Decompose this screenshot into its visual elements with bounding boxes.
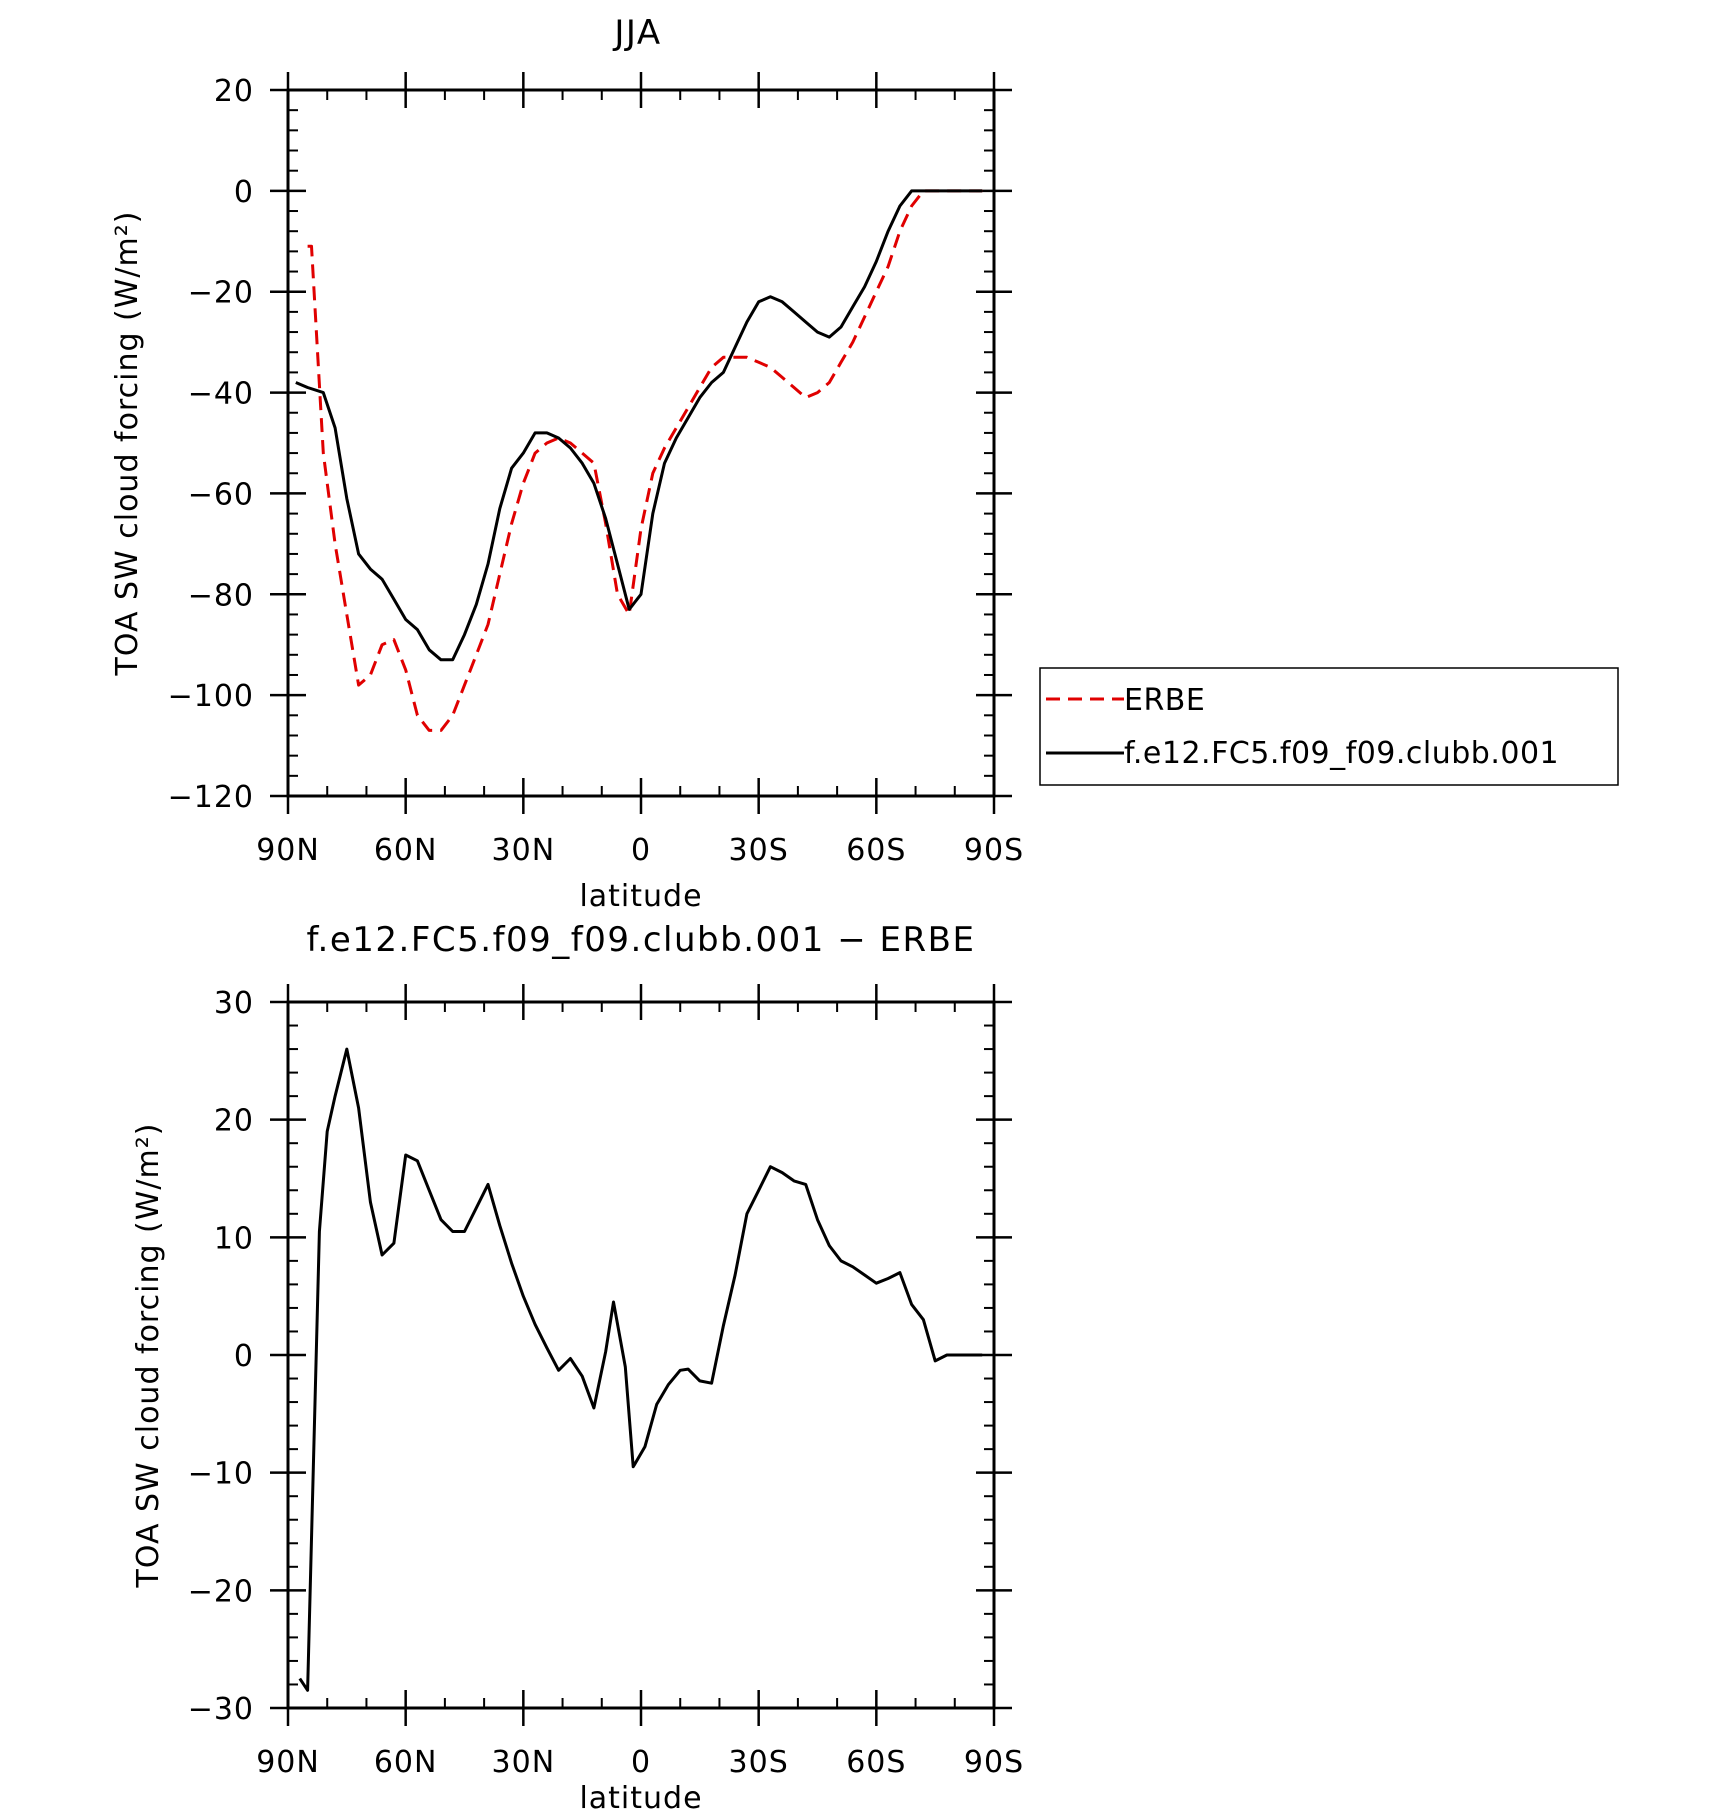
chart-panel-difference: f.e12.FC5.f09_f09.clubb.001 − ERBE 30 20 1… <box>131 920 1024 1811</box>
y-tick-label: −20 <box>188 1574 254 1609</box>
legend-label-erbe: ERBE <box>1124 683 1205 718</box>
x-tick-label: 0 <box>631 1745 651 1780</box>
y-tick-label: −40 <box>188 377 254 412</box>
y-tick-label: −10 <box>188 1457 254 1492</box>
legend-box <box>1039 667 1619 786</box>
x-tick-label: 60N <box>374 833 438 868</box>
y-tick-label: 0 <box>234 1339 254 1374</box>
y-tick-label: 20 <box>214 74 254 109</box>
y-axis-label: TOA SW cloud forcing (W/m²) <box>110 211 145 677</box>
y-tick-label: −120 <box>168 780 254 815</box>
series-line-erbe <box>307 189 983 732</box>
series-lines <box>295 189 983 732</box>
y-tick-label: 10 <box>214 1221 254 1256</box>
y-tick-label: 0 <box>234 175 254 210</box>
x-tick-label: 30S <box>729 1745 789 1780</box>
y-axis-label: TOA SW cloud forcing (W/m²) <box>131 1123 166 1589</box>
axis-ticks <box>270 984 1012 1726</box>
x-axis-label: latitude <box>579 879 702 914</box>
chart-panel-seasonal-mean: JJA 20 0 −20 −40 −60 −80 −100 −120 90N 60N 30N 0 30… <box>110 13 1619 914</box>
x-tick-label: 90N <box>256 1745 320 1780</box>
plot-frame <box>286 88 996 798</box>
x-tick-label: 60N <box>374 1745 438 1780</box>
y-tick-label: −20 <box>188 276 254 311</box>
series-line-difference <box>298 1047 983 1692</box>
x-tick-label: 60S <box>846 833 906 868</box>
x-tick-labels: 90N 60N 30N 0 30S 60S 90S <box>256 1745 1024 1780</box>
y-tick-label: 20 <box>214 1104 254 1139</box>
legend-label-model: f.e12.FC5.f09_f09.clubb.001 <box>1124 736 1559 771</box>
x-tick-label: 90S <box>964 833 1024 868</box>
legend: ERBE f.e12.FC5.f09_f09.clubb.001 <box>1039 667 1619 786</box>
x-tick-label: 30S <box>729 833 789 868</box>
y-tick-labels: 20 0 −20 −40 −60 −80 −100 −120 <box>168 74 254 815</box>
plot-frame <box>286 1000 996 1710</box>
x-tick-label: 60S <box>846 1745 906 1780</box>
x-tick-label: 90S <box>964 1745 1024 1780</box>
chart-title: JJA <box>612 13 661 53</box>
x-tick-label: 30N <box>492 1745 556 1780</box>
y-tick-labels: 30 20 10 0 −10 −20 −30 <box>188 986 254 1727</box>
x-tick-labels: 90N 60N 30N 0 30S 60S 90S <box>256 833 1024 868</box>
y-tick-label: 30 <box>214 986 254 1021</box>
chart-title: f.e12.FC5.f09_f09.clubb.001 − ERBE <box>307 920 976 960</box>
x-tick-label: 0 <box>631 833 651 868</box>
x-tick-label: 90N <box>256 833 320 868</box>
y-tick-label: −60 <box>188 477 254 512</box>
x-axis-label: latitude <box>579 1781 702 1811</box>
axis-ticks <box>270 72 1012 814</box>
series-lines <box>298 1047 983 1692</box>
y-tick-label: −80 <box>188 578 254 613</box>
y-tick-label: −100 <box>168 679 254 714</box>
x-tick-label: 30N <box>492 833 556 868</box>
y-tick-label: −30 <box>188 1692 254 1727</box>
series-line-f-e12-fc5-f09-f09-clubb-001 <box>295 189 983 662</box>
